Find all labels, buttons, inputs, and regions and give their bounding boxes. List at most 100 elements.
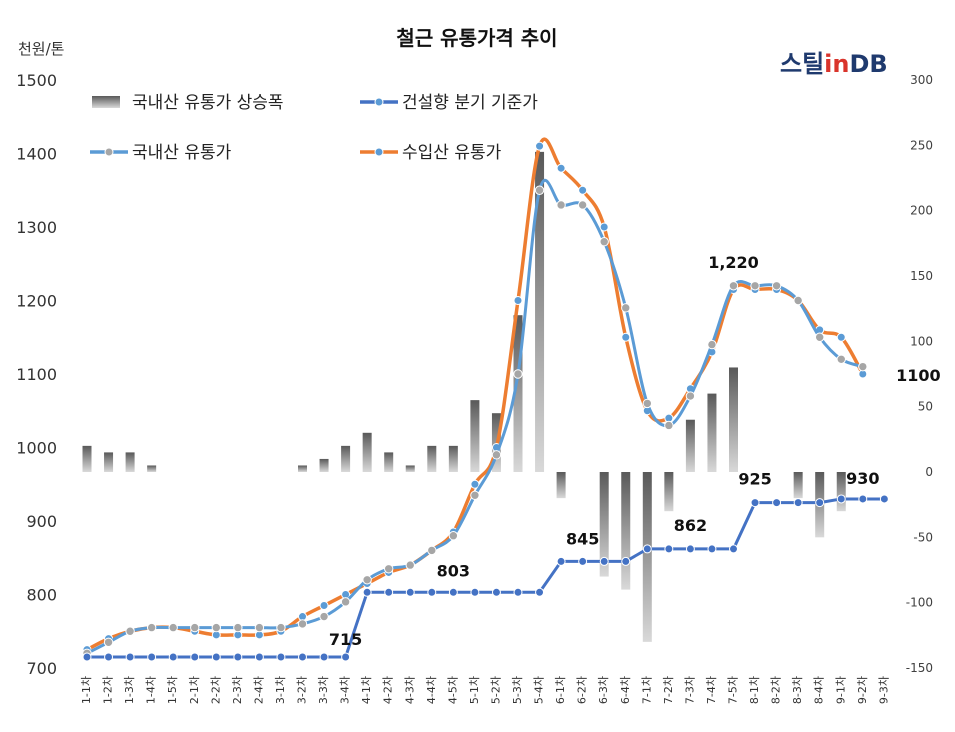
x-tick-label: 9-2차 (856, 676, 869, 704)
data-point (513, 587, 523, 597)
lines-layer (82, 137, 889, 662)
x-tick-label: 9-1차 (834, 676, 847, 704)
data-point (168, 622, 178, 633)
y-tick-label: 1300 (16, 218, 57, 237)
annotation-1,220: 1,220 (708, 253, 759, 272)
data-point (556, 556, 566, 566)
annotation-930: 930 (846, 469, 879, 488)
data-point (448, 531, 459, 541)
series-국내산 유통가 (82, 178, 868, 658)
x-tick-label: 1-5차 (166, 676, 179, 704)
annotation-862: 862 (674, 516, 707, 535)
x-tick-label: 8-4차 (813, 676, 826, 704)
data-point (858, 361, 868, 372)
data-point (319, 611, 329, 622)
data-point (642, 398, 652, 409)
bar-1-3차 (125, 452, 135, 472)
y2-tick-label: 100 (910, 334, 933, 348)
data-point (621, 332, 631, 342)
legend-label: 건설향 분기 기준가 (402, 93, 538, 113)
data-point (599, 556, 609, 566)
data-point (534, 185, 545, 195)
bar-7-2차 (664, 472, 674, 512)
legend-swatch (92, 96, 120, 108)
data-point (577, 200, 588, 210)
data-point (470, 490, 480, 500)
data-point (556, 163, 566, 173)
legend-item-2: 국내산 유통가 (90, 143, 232, 163)
data-point (664, 420, 674, 431)
data-point (491, 450, 502, 460)
x-tick-label: 4-3차 (403, 676, 416, 704)
x-tick-label: 9-3차 (877, 676, 890, 704)
data-point (125, 652, 135, 662)
x-tick-label: 2-3차 (231, 676, 244, 704)
y2-tick-label: 150 (910, 269, 933, 283)
data-point (836, 332, 846, 342)
bar-7-4차 (707, 393, 717, 472)
y2-tick-label: 250 (910, 138, 933, 152)
y2-tick-label: 200 (910, 204, 933, 218)
data-point (815, 498, 825, 508)
series-수입산 유통가 (82, 137, 868, 655)
legend-item-1: 건설향 분기 기준가 (360, 93, 538, 113)
data-point (211, 622, 222, 633)
axes-layer: 700800900100011001200130014001500-150-10… (16, 71, 933, 704)
legend-label: 국내산 유통가 상승폭 (132, 93, 284, 113)
x-tick-label: 7-3차 (683, 676, 696, 704)
bar-4-2차 (384, 452, 394, 472)
data-point (297, 619, 308, 629)
y2-tick-label: -150 (906, 661, 933, 675)
x-tick-label: 8-1차 (748, 676, 761, 704)
data-point (535, 141, 545, 151)
x-tick-label: 3-2차 (296, 676, 309, 704)
data-point (556, 200, 566, 210)
x-tick-label: 3-3차 (317, 676, 330, 704)
x-tick-label: 7-5차 (727, 676, 740, 704)
y-tick-label: 1100 (16, 365, 57, 384)
bar-8-3차 (793, 472, 803, 499)
data-point (276, 652, 286, 662)
data-point (405, 587, 415, 597)
data-point (642, 544, 652, 554)
x-tick-label: 6-2차 (576, 676, 589, 704)
x-tick-label: 4-4차 (425, 676, 438, 704)
y2-tick-label: 0 (925, 465, 933, 479)
data-point (513, 296, 523, 305)
series-건설향 분기 기준가 (82, 494, 889, 662)
annotation-803: 803 (437, 561, 470, 580)
y-tick-label: 900 (26, 512, 57, 531)
bar-4-4차 (427, 445, 437, 472)
x-tick-label: 1-1차 (80, 676, 93, 704)
x-tick-label: 5-1차 (468, 676, 481, 704)
data-point (815, 332, 825, 342)
data-point (621, 303, 631, 313)
x-tick-label: 1-3차 (123, 676, 136, 704)
legend-marker (374, 147, 384, 157)
data-point (793, 295, 803, 306)
logo-text: 스틸inDB (780, 50, 888, 78)
x-tick-label: 2-1차 (188, 676, 201, 704)
x-tick-label: 7-2차 (662, 676, 675, 704)
data-point (190, 652, 200, 662)
legend-label: 수입산 유통가 (402, 143, 502, 163)
annotation-845: 845 (566, 529, 599, 548)
data-point (771, 281, 782, 291)
data-point (772, 498, 782, 508)
data-point (836, 494, 846, 504)
data-point (750, 281, 760, 291)
x-tick-label: 8-3차 (791, 676, 804, 704)
data-point (362, 587, 372, 597)
bar-5-3차 (513, 315, 523, 472)
x-tick-label: 3-4차 (339, 676, 352, 704)
data-point (104, 652, 114, 662)
data-point (728, 281, 739, 291)
y-tick-label: 1500 (16, 71, 57, 90)
data-point (298, 652, 307, 662)
x-tick-label: 5-2차 (489, 676, 502, 704)
data-point (276, 622, 286, 633)
data-point (685, 544, 695, 554)
data-point (707, 339, 717, 350)
data-point (319, 652, 329, 662)
